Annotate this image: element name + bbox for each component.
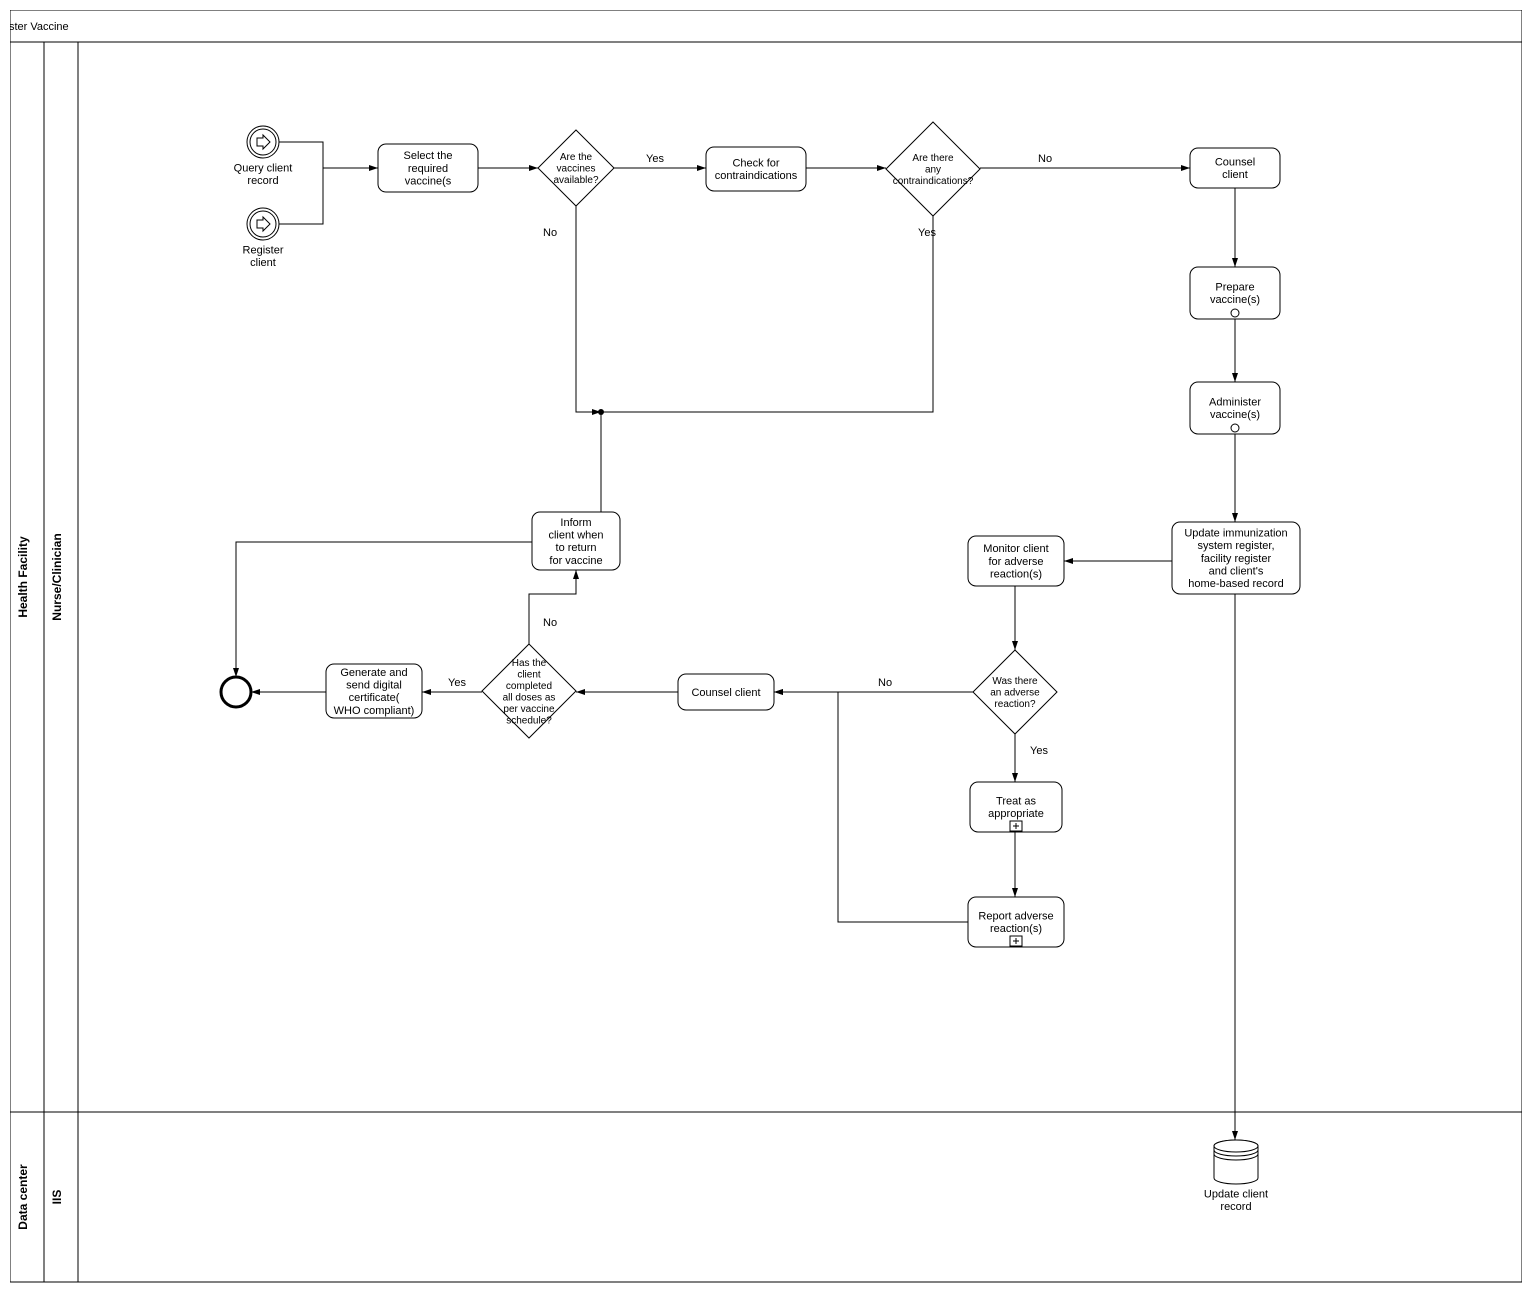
svg-text:record: record bbox=[247, 175, 278, 187]
node-treat: Treat asappropriate bbox=[970, 782, 1062, 832]
svg-text:WHO compliant): WHO compliant) bbox=[334, 705, 415, 717]
svg-text:schedule?: schedule? bbox=[506, 715, 552, 726]
svg-text:vaccine(s): vaccine(s) bbox=[1210, 294, 1260, 306]
svg-text:Check for: Check for bbox=[732, 158, 779, 170]
svg-text:Update client: Update client bbox=[1204, 1189, 1268, 1201]
edge-label: Yes bbox=[448, 677, 466, 689]
svg-text:client: client bbox=[250, 257, 276, 269]
node-counsel1: Counselclient bbox=[1190, 148, 1280, 188]
svg-text:available?: available? bbox=[553, 175, 598, 186]
edge-label: Yes bbox=[918, 227, 936, 239]
svg-text:contraindications?: contraindications? bbox=[893, 176, 974, 187]
node-monitor: Monitor clientfor adversereaction(s) bbox=[968, 536, 1064, 586]
svg-text:client when: client when bbox=[548, 530, 603, 542]
svg-text:Report adverse: Report adverse bbox=[978, 911, 1053, 923]
node-admin: Administervaccine(s) bbox=[1190, 382, 1280, 434]
svg-text:Prepare: Prepare bbox=[1215, 282, 1254, 294]
svg-text:Treat as: Treat as bbox=[996, 796, 1036, 808]
node-report: Report adversereaction(s) bbox=[968, 897, 1064, 947]
svg-text:reaction(s): reaction(s) bbox=[990, 569, 1042, 581]
svg-text:per vaccine: per vaccine bbox=[503, 704, 555, 715]
edge-label: Yes bbox=[1030, 745, 1048, 757]
svg-text:for adverse: for adverse bbox=[988, 556, 1043, 568]
svg-text:all doses as: all doses as bbox=[503, 692, 556, 703]
svg-text:home-based record: home-based record bbox=[1188, 578, 1283, 590]
svg-text:Counsel: Counsel bbox=[1215, 157, 1255, 169]
node-prep: Preparevaccine(s) bbox=[1190, 267, 1280, 319]
lane-label: Nurse/Clinician bbox=[50, 533, 64, 620]
svg-text:required: required bbox=[408, 163, 448, 175]
node-counsel2: Counsel client bbox=[678, 674, 774, 710]
node-sel: Select therequiredvaccine(s bbox=[378, 144, 478, 192]
node-check: Check forcontraindications bbox=[706, 147, 806, 191]
svg-text:Select the: Select the bbox=[404, 150, 453, 162]
svg-text:Was there: Was there bbox=[992, 676, 1038, 687]
svg-text:Administer: Administer bbox=[1209, 397, 1261, 409]
svg-text:Update immunization: Update immunization bbox=[1184, 528, 1287, 540]
svg-text:Are the: Are the bbox=[560, 152, 593, 163]
edge-label: No bbox=[543, 227, 557, 239]
svg-text:certificate(: certificate( bbox=[349, 692, 400, 704]
edge-label: No bbox=[878, 677, 892, 689]
node-end bbox=[221, 677, 251, 707]
lane-label: Health Facility bbox=[16, 536, 30, 618]
svg-text:any: any bbox=[925, 165, 941, 176]
svg-text:facility register: facility register bbox=[1201, 553, 1272, 565]
svg-text:reaction(s): reaction(s) bbox=[990, 923, 1042, 935]
svg-text:completed: completed bbox=[506, 681, 552, 692]
svg-text:client: client bbox=[1222, 169, 1248, 181]
svg-text:Generate and: Generate and bbox=[340, 667, 407, 679]
svg-text:an adverse: an adverse bbox=[990, 688, 1040, 699]
svg-text:Counsel client: Counsel client bbox=[691, 687, 760, 699]
edge-label: Yes bbox=[646, 153, 664, 165]
svg-text:record: record bbox=[1220, 1201, 1251, 1213]
svg-text:and client's: and client's bbox=[1209, 566, 1264, 578]
svg-text:system register,: system register, bbox=[1197, 540, 1274, 552]
bpmn-diagram: Administer Vaccine Health Facility Nurse/C… bbox=[10, 10, 1522, 1292]
svg-text:vaccines: vaccines bbox=[557, 164, 596, 175]
lane-label: Data center bbox=[16, 1164, 30, 1230]
edge-label: No bbox=[1038, 153, 1052, 165]
svg-text:vaccine(s): vaccine(s) bbox=[1210, 409, 1260, 421]
pool-title: Administer Vaccine bbox=[10, 21, 69, 33]
svg-text:Query client: Query client bbox=[234, 163, 293, 175]
svg-text:Are there: Are there bbox=[912, 153, 954, 164]
svg-text:Has the: Has the bbox=[512, 658, 547, 669]
node-update: Update immunizationsystem register,facil… bbox=[1172, 522, 1300, 594]
svg-text:Monitor client: Monitor client bbox=[983, 543, 1048, 555]
svg-text:for vaccine: for vaccine bbox=[549, 555, 602, 567]
svg-text:send digital: send digital bbox=[346, 680, 402, 692]
edge-label: No bbox=[543, 617, 557, 629]
svg-text:to return: to return bbox=[556, 542, 597, 554]
svg-text:Register: Register bbox=[243, 245, 284, 257]
svg-text:contraindications: contraindications bbox=[715, 170, 798, 182]
svg-text:reaction?: reaction? bbox=[994, 699, 1036, 710]
svg-text:appropriate: appropriate bbox=[988, 808, 1044, 820]
node-inform: Informclient whento returnfor vaccine bbox=[532, 512, 620, 570]
svg-text:client: client bbox=[517, 669, 541, 680]
node-cert: Generate andsend digitalcertificate(WHO … bbox=[326, 664, 422, 718]
lane-label: IIS bbox=[50, 1190, 64, 1205]
svg-text:Inform: Inform bbox=[560, 517, 591, 529]
svg-text:vaccine(s: vaccine(s bbox=[405, 176, 452, 188]
